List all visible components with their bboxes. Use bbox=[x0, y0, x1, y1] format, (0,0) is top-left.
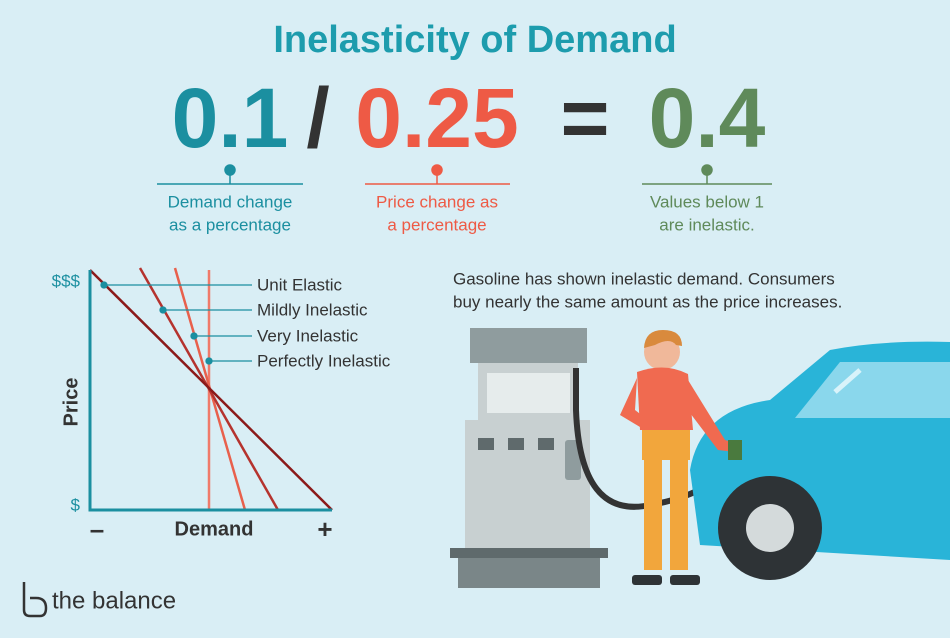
demand-pointer bbox=[157, 164, 303, 185]
result-caption: are inelastic. bbox=[659, 215, 754, 234]
result-caption: Values below 1 bbox=[650, 192, 764, 211]
y-top-label: $$$ bbox=[52, 271, 81, 290]
result-value: 0.4 bbox=[649, 71, 766, 165]
price-pointer bbox=[365, 164, 510, 185]
curve-label: Unit Elastic bbox=[257, 275, 343, 294]
curve-label: Very Inelastic bbox=[257, 326, 359, 345]
result-pointer bbox=[642, 164, 772, 185]
car bbox=[690, 341, 950, 580]
leaders bbox=[100, 281, 252, 365]
price-caption: a percentage bbox=[387, 215, 486, 234]
person bbox=[620, 330, 742, 585]
logo: the balance bbox=[22, 582, 176, 618]
y-axis-label: Price bbox=[60, 378, 82, 427]
equals-sign: = bbox=[560, 71, 609, 165]
unit-elastic-line bbox=[89, 269, 333, 511]
x-right-label: + bbox=[317, 514, 332, 544]
axes bbox=[88, 270, 332, 512]
curve-label: Mildly Inelastic bbox=[257, 300, 368, 319]
price-value: 0.25 bbox=[355, 71, 519, 165]
x-left-label: – bbox=[90, 514, 104, 544]
demand-caption: as a percentage bbox=[169, 215, 291, 234]
divide-sign: / bbox=[306, 71, 329, 165]
demand-graph: Unit Elastic Mildly Inelastic Very Inela… bbox=[52, 267, 391, 544]
x-axis-label: Demand bbox=[175, 518, 254, 540]
description: buy nearly the same amount as the price … bbox=[453, 292, 842, 311]
logo-text: the balance bbox=[52, 587, 176, 614]
y-bottom-label: $ bbox=[71, 495, 81, 514]
description: Gasoline has shown inelastic demand. Con… bbox=[453, 269, 835, 288]
demand-value: 0.1 bbox=[172, 71, 289, 165]
curve-label: Perfectly Inelastic bbox=[257, 351, 391, 370]
title: Inelasticity of Demand bbox=[273, 19, 676, 61]
price-caption: Price change as bbox=[376, 192, 498, 211]
demand-caption: Demand change bbox=[168, 192, 293, 211]
